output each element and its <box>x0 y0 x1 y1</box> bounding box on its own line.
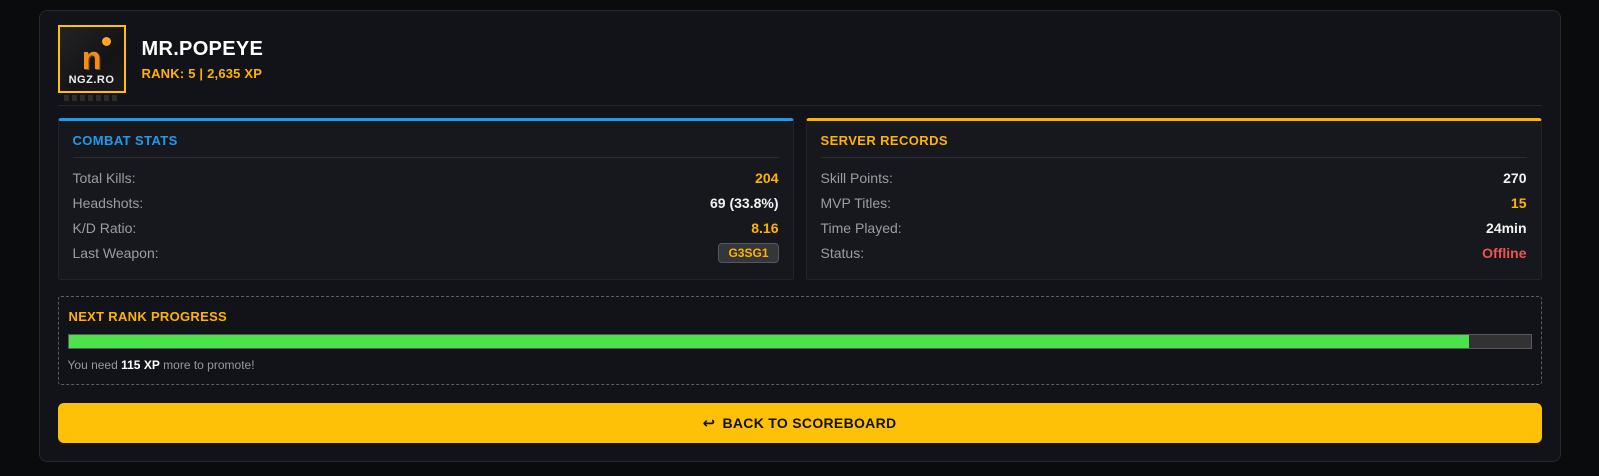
stat-row-mvp-titles: MVP Titles: 15 <box>821 190 1527 215</box>
stat-label: Status: <box>820 244 865 261</box>
player-header: n NGZ.RO MR.POPEYE RANK: 5 | 2,635 XP <box>57 19 1542 103</box>
player-identity: MR.POPEYE RANK: 5 | 2,635 XP <box>142 38 264 81</box>
stat-row-skill-points: Skill Points: 270 <box>821 165 1527 190</box>
server-logo-image: n NGZ.RO <box>57 25 126 93</box>
stat-label: Time Played: <box>820 219 902 236</box>
stat-row-time-played: Time Played: 24min <box>821 215 1527 240</box>
back-button-label: BACK TO SCOREBOARD <box>722 415 897 431</box>
player-rank-xp: RANK: 5 | 2,635 XP <box>141 65 263 81</box>
stat-value: 270 <box>1503 169 1527 186</box>
note-suffix: more to promote! <box>159 358 255 372</box>
logo-clipped-subtext <box>63 95 120 101</box>
stat-value: 24min <box>1486 219 1527 236</box>
stat-label: Headshots: <box>72 194 144 211</box>
stat-row-status: Status: Offline <box>821 240 1527 265</box>
panel-divider <box>72 157 779 158</box>
server-logo: n NGZ.RO <box>57 25 126 101</box>
status-offline-value: Offline <box>1482 244 1527 261</box>
stat-value: 204 <box>755 169 779 186</box>
promotion-note: You need 115 XP more to promote! <box>68 358 1532 372</box>
stat-label: Skill Points: <box>820 169 893 186</box>
xp-progress-bar <box>67 334 1532 349</box>
stat-row-headshots: Headshots: 69 (33.8%) <box>73 190 779 215</box>
logo-dot <box>101 37 111 46</box>
server-records-panel: SERVER RECORDS Skill Points: 270 MVP Tit… <box>805 118 1542 280</box>
stat-label: Last Weapon: <box>72 244 159 261</box>
weapon-badge: G3SG1 <box>718 242 779 263</box>
logo-label: NGZ.RO <box>68 74 115 86</box>
return-arrow-icon: ↩ <box>702 415 716 432</box>
stat-label: MVP Titles: <box>820 194 892 211</box>
player-name: MR.POPEYE <box>141 37 264 60</box>
stat-value: 69 (33.8%) <box>710 194 779 211</box>
stat-value: 15 <box>1510 194 1527 211</box>
stat-row-kd-ratio: K/D Ratio: 8.16 <box>73 215 779 240</box>
progress-title: NEXT RANK PROGRESS <box>68 309 228 324</box>
stat-label: Total Kills: <box>72 169 136 186</box>
combat-stats-panel: COMBAT STATS Total Kills: 204 Headshots:… <box>57 118 794 280</box>
logo-n-glyph: n <box>81 40 102 76</box>
back-to-scoreboard-button[interactable]: ↩ BACK TO SCOREBOARD <box>57 403 1542 443</box>
header-divider <box>57 105 1542 106</box>
server-records-title: SERVER RECORDS <box>820 133 948 148</box>
stat-value: 8.16 <box>751 219 779 236</box>
combat-stats-title: COMBAT STATS <box>72 133 178 148</box>
stats-panels: COMBAT STATS Total Kills: 204 Headshots:… <box>57 118 1542 280</box>
panel-divider <box>820 157 1527 158</box>
stat-label: K/D Ratio: <box>72 219 137 236</box>
stat-row-total-kills: Total Kills: 204 <box>73 165 779 190</box>
progress-fill <box>68 335 1470 348</box>
note-prefix: You need <box>67 358 122 372</box>
note-xp-needed: 115 XP <box>121 358 160 372</box>
stat-row-last-weapon: Last Weapon: G3SG1 <box>73 240 779 265</box>
player-stats-card: n NGZ.RO MR.POPEYE RANK: 5 | 2,635 XP CO… <box>38 10 1561 462</box>
next-rank-progress-panel: NEXT RANK PROGRESS You need 115 XP more … <box>57 296 1542 385</box>
